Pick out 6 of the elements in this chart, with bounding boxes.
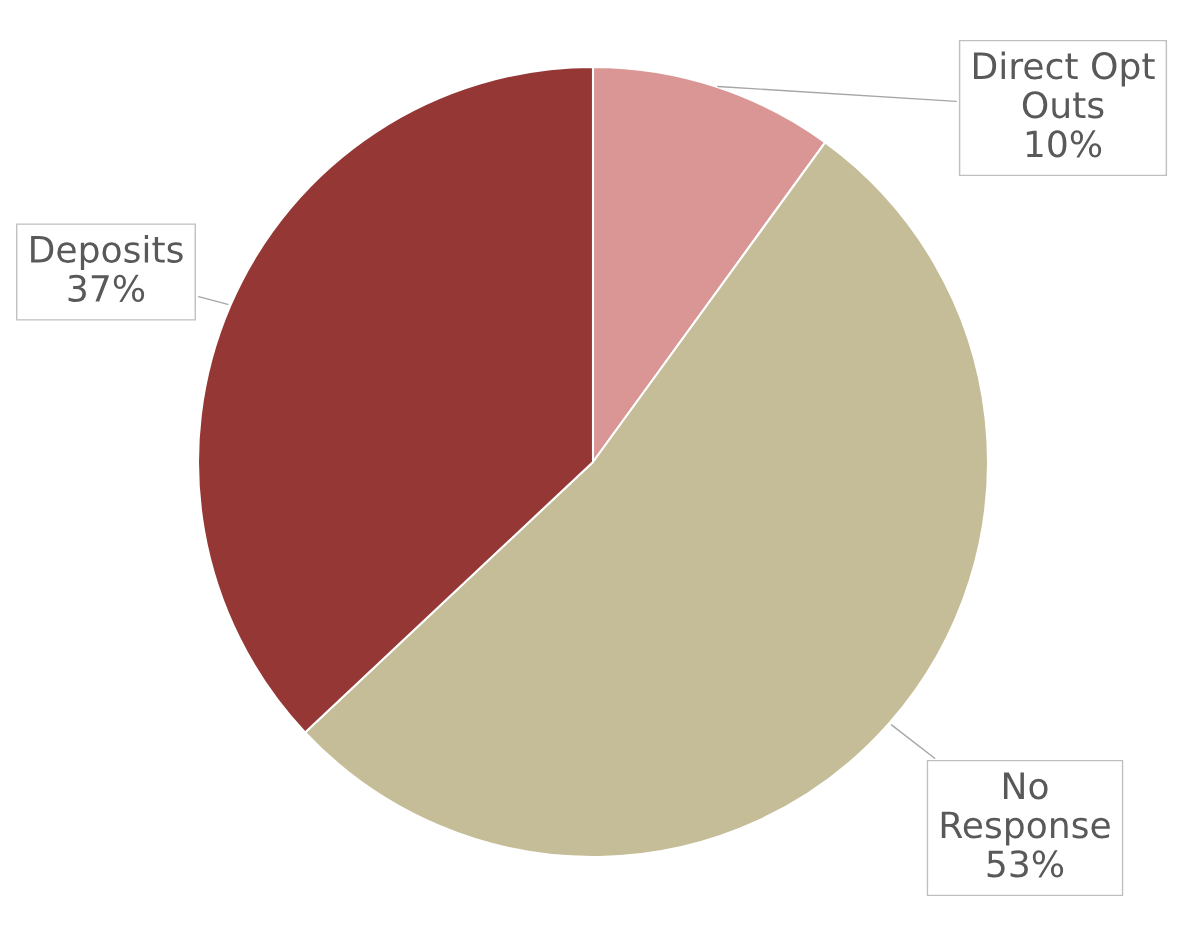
slice-label: No Response [941,772,1110,846]
data-label: 10% [1026,130,1102,158]
slice-label: Deposits [31,234,183,270]
data-label: 37% [68,274,145,303]
data-label: 53% [987,850,1064,878]
slice-label: Direct Opt Outs [974,51,1155,119]
